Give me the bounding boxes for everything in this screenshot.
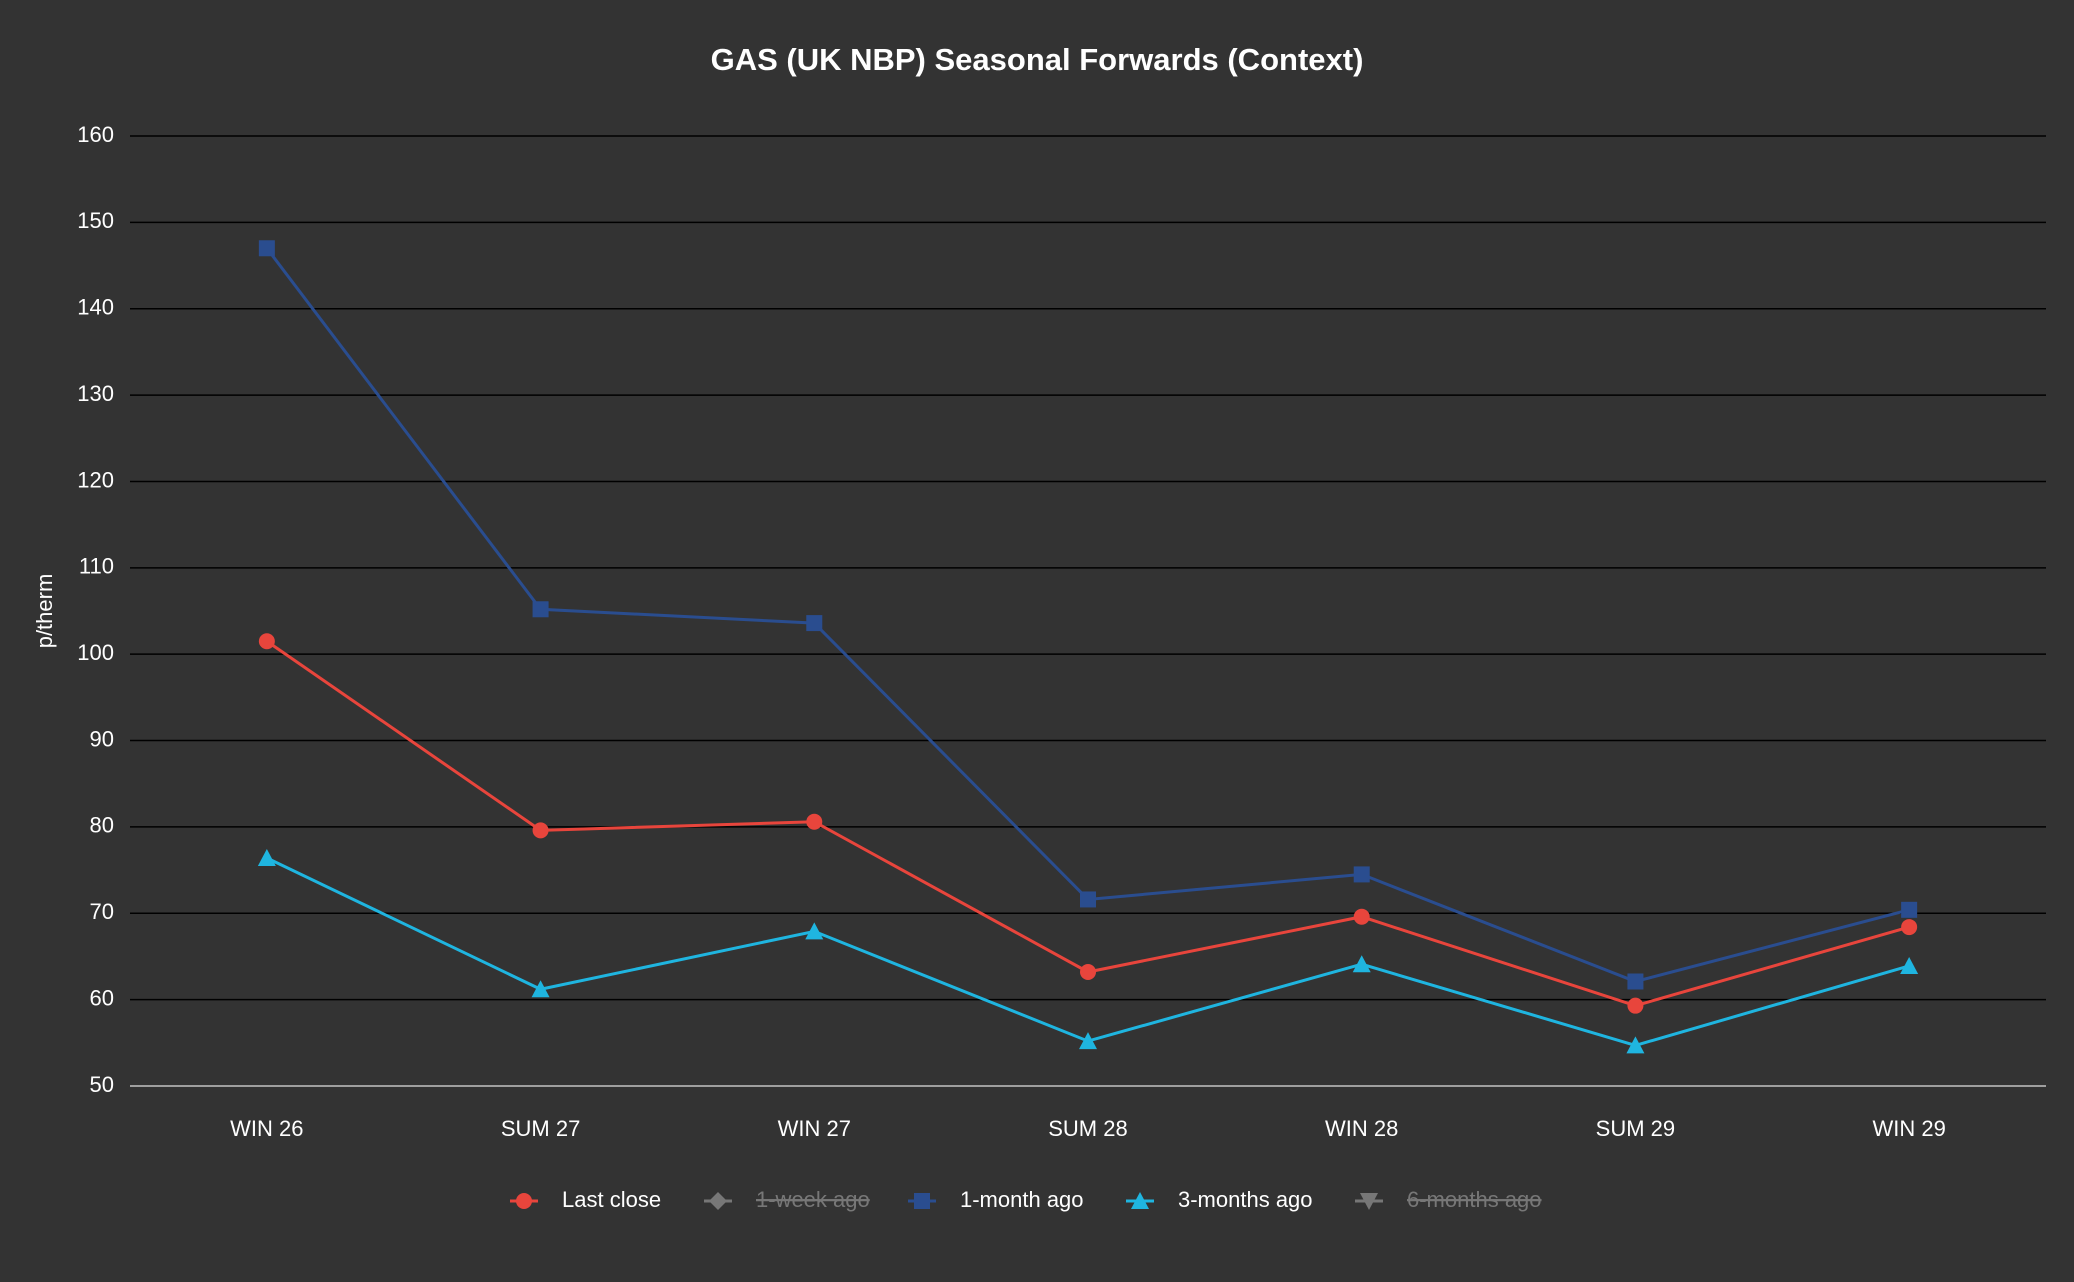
x-tick-label: WIN 27 [778,1116,851,1141]
data-point [257,849,276,866]
legend-label[interactable]: 3-months ago [1178,1187,1313,1212]
x-tick-label: WIN 26 [230,1116,303,1141]
x-tick-label: SUM 29 [1596,1116,1675,1141]
data-point [1079,1032,1097,1050]
data-point [805,922,824,940]
legend-marker [709,1192,727,1210]
x-tick-label: SUM 28 [1048,1116,1127,1141]
data-point [1626,1036,1645,1054]
data-point [1080,891,1096,908]
y-tick-label: 90 [90,726,114,751]
legend-label[interactable]: 1-week ago [756,1187,870,1212]
y-tick-label: 100 [77,640,114,665]
y-tick-label: 110 [79,554,114,579]
y-tick-label: 120 [77,467,114,492]
y-tick-label: 150 [77,208,114,233]
data-point [258,633,275,650]
x-tick-label: WIN 29 [1872,1116,1945,1141]
x-tick-label: SUM 27 [501,1116,580,1141]
legend-label[interactable]: Last close [562,1187,661,1212]
y-tick-label: 60 [90,985,114,1010]
data-point [806,813,823,830]
legend-marker [1131,1192,1149,1209]
data-point [532,822,549,839]
legend-label[interactable]: 6-months ago [1407,1187,1542,1212]
legend-marker [516,1193,532,1209]
data-point [258,240,275,257]
data-point [1901,919,1918,936]
y-tick-label: 130 [77,381,114,406]
y-tick-label: 140 [77,295,114,320]
data-point [1900,956,1919,974]
data-point [1353,908,1370,925]
data-point [1627,997,1644,1014]
chart-title: GAS (UK NBP) Seasonal Forwards (Context) [711,42,1364,77]
data-point [806,615,823,632]
y-axis-label: p/therm [32,574,57,649]
data-point [1353,866,1370,883]
data-point [532,601,549,618]
data-point [531,980,550,998]
data-point [1901,901,1918,918]
data-point [1627,973,1644,990]
legend-label[interactable]: 1-month ago [960,1187,1084,1212]
data-point [1352,955,1371,973]
legend-marker [1360,1193,1378,1210]
data-point [1080,964,1096,980]
x-tick-label: WIN 28 [1325,1116,1398,1141]
y-tick-label: 70 [90,899,114,924]
y-tick-label: 80 [90,813,114,838]
y-tick-label: 160 [77,122,114,147]
y-tick-label: 50 [90,1072,114,1097]
legend-marker [914,1193,930,1209]
